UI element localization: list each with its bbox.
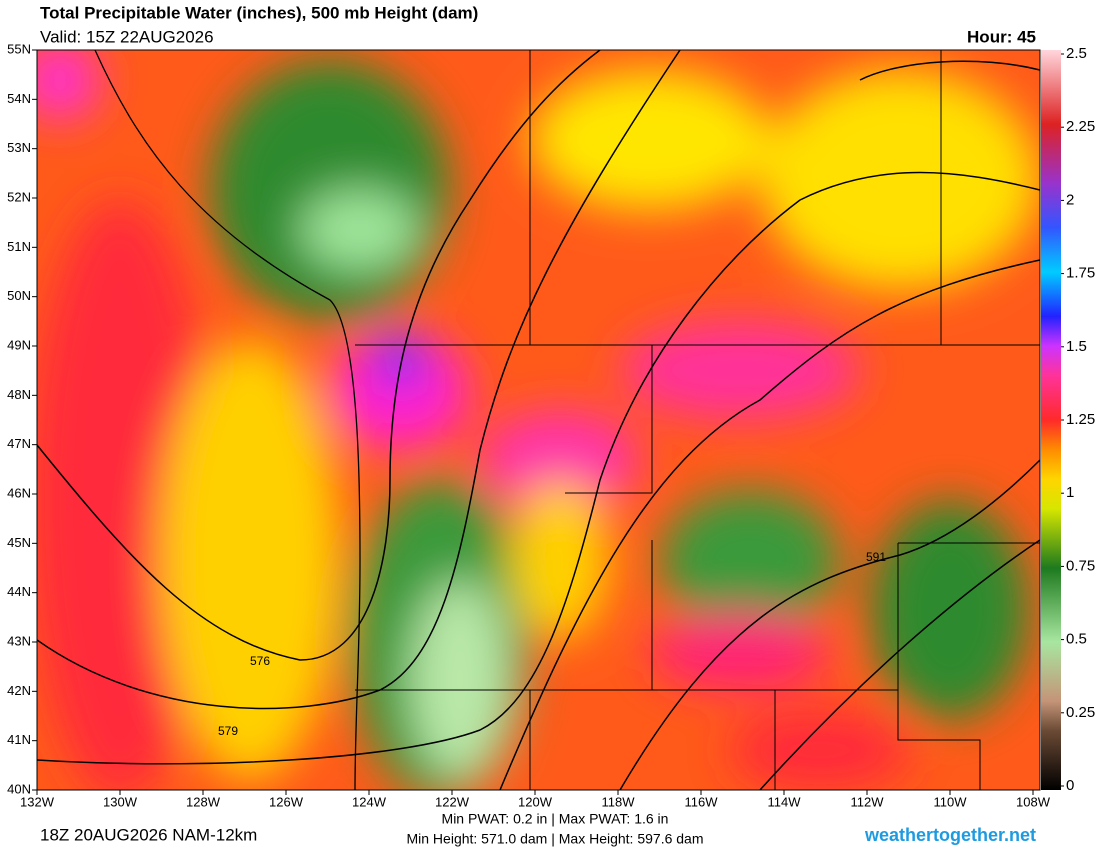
coastline <box>94 50 361 790</box>
colorbar-tick-label: 0 <box>1066 777 1074 794</box>
map-frame <box>36 49 1041 791</box>
lat-label: 42N <box>7 683 31 698</box>
lon-label: 126W <box>269 794 304 809</box>
lat-label: 44N <box>7 584 31 599</box>
colorbar <box>1041 50 1061 790</box>
pwat-stats: Min PWAT: 0.2 in | Max PWAT: 1.6 in <box>442 811 669 827</box>
lat-label: 47N <box>7 436 31 451</box>
lon-label: 120W <box>518 794 553 809</box>
model-run: 18Z 20AUG2026 NAM-12km <box>40 825 257 844</box>
lon-label: 124W <box>352 794 387 809</box>
lon-label: 122W <box>435 794 470 809</box>
site-credit: weathertogether.net <box>864 825 1036 845</box>
lon-label: 112W <box>851 794 885 809</box>
colorbar-tick-label: 0.25 <box>1066 704 1095 721</box>
lat-label: 53N <box>7 140 31 155</box>
colorbar-tick-label: 1.25 <box>1066 411 1095 428</box>
lon-label: 114W <box>768 794 802 809</box>
lon-label: 118W <box>602 794 636 809</box>
lat-label: 46N <box>7 485 31 500</box>
state-borders <box>355 50 1040 790</box>
contour-label: 579 <box>218 724 238 738</box>
lon-label: 130W <box>103 794 138 809</box>
height-stats: Min Height: 571.0 dam | Max Height: 597.… <box>406 831 703 847</box>
forecast-hour: Hour: 45 <box>967 27 1036 46</box>
title: Total Precipitable Water (inches), 500 m… <box>40 3 478 22</box>
lat-label: 43N <box>7 633 31 648</box>
field-blobs <box>37 50 1040 790</box>
lon-label: 108W <box>1016 794 1051 809</box>
lat-label: 52N <box>7 189 31 204</box>
lat-label: 51N <box>7 239 31 254</box>
borders <box>94 50 1040 790</box>
lat-label: 48N <box>7 387 31 402</box>
colorbar-tick-label: 2.25 <box>1066 118 1095 135</box>
lat-label: 50N <box>7 288 31 303</box>
map-field: 576 579 591 <box>37 50 1040 790</box>
colorbar-tick-label: 1.5 <box>1066 338 1087 355</box>
height-contours <box>37 50 1040 790</box>
lon-label: 110W <box>934 794 968 809</box>
valid-time: Valid: 15Z 22AUG2026 <box>40 27 214 46</box>
lat-label: 45N <box>7 535 31 550</box>
lat-label: 40N <box>7 781 31 796</box>
lon-label: 132W <box>20 794 55 809</box>
lon-label: 128W <box>186 794 221 809</box>
lat-label: 49N <box>7 337 31 352</box>
colorbar-tick-label: 2.5 <box>1066 45 1087 62</box>
colorbar-tick-label: 0.5 <box>1066 631 1087 648</box>
lat-label: 55N <box>7 41 31 56</box>
colorbar-tick-label: 2 <box>1066 191 1074 208</box>
colorbar-tick-label: 0.75 <box>1066 557 1095 574</box>
lat-label: 54N <box>7 91 31 106</box>
lat-label: 41N <box>7 732 31 747</box>
lon-label: 116W <box>685 794 719 809</box>
colorbar-tick-label: 1 <box>1066 484 1074 501</box>
contour-label: 576 <box>250 654 270 668</box>
contour-label: 591 <box>866 550 886 564</box>
colorbar-tick-label: 1.75 <box>1066 265 1095 282</box>
